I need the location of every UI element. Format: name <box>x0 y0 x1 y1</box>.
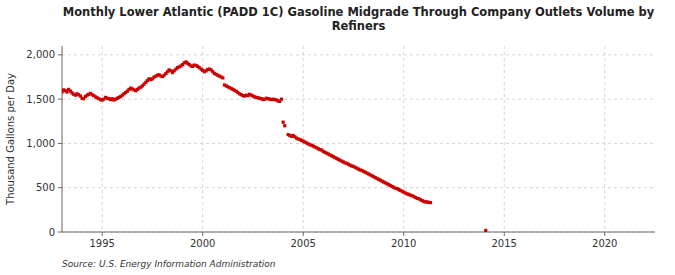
x-tick <box>202 232 203 236</box>
x-tick <box>403 232 404 236</box>
y-axis-line <box>62 46 63 232</box>
point <box>283 124 286 127</box>
x-tick-label: 2010 <box>391 238 416 249</box>
grid <box>62 46 655 232</box>
axes: 0 500 1,000 1,500 2,000 1995 2000 2005 2010 2015 2… <box>26 46 655 249</box>
y-grid-line <box>62 99 655 100</box>
x-grid-line <box>504 46 505 232</box>
x-tick-label: 2015 <box>492 238 517 249</box>
point <box>280 98 283 101</box>
y-axis-label: Thousand Gallons per Day <box>5 73 16 206</box>
y-grid-line <box>62 187 655 188</box>
point <box>484 229 487 232</box>
points <box>62 60 487 232</box>
y-tick <box>58 143 62 144</box>
y-tick-label: 0 <box>49 227 55 238</box>
point <box>282 121 285 124</box>
y-tick-label: 2,000 <box>26 49 55 60</box>
x-grid-line <box>102 46 103 232</box>
y-tick-label: 1,500 <box>26 94 55 105</box>
y-tick <box>58 187 62 188</box>
y-grid-line <box>62 232 655 233</box>
chart-title: Monthly Lower Atlantic (PADD 1C) Gasolin… <box>63 5 655 33</box>
y-tick <box>58 99 62 100</box>
y-tick-label: 1,000 <box>26 138 55 149</box>
x-tick <box>504 232 505 236</box>
chart-container: Monthly Lower Atlantic (PADD 1C) Gasolin… <box>0 0 675 275</box>
x-grid-line <box>403 46 404 232</box>
point <box>221 76 224 79</box>
y-tick <box>58 54 62 55</box>
chart-svg: Monthly Lower Atlantic (PADD 1C) Gasolin… <box>0 0 675 275</box>
x-axis-line <box>62 232 655 233</box>
x-tick <box>303 232 304 236</box>
x-tick-label: 2005 <box>290 238 315 249</box>
source-note: Source: U.S. Energy Information Administ… <box>62 259 276 269</box>
y-grid-line <box>62 143 655 144</box>
y-grid-line <box>62 54 655 55</box>
x-tick-label: 1995 <box>89 238 114 249</box>
x-tick-label: 2020 <box>592 238 617 249</box>
y-tick <box>58 232 62 233</box>
x-tick-label: 2000 <box>190 238 215 249</box>
x-grid-line <box>604 46 605 232</box>
y-tick-label: 500 <box>36 182 55 193</box>
x-tick <box>102 232 103 236</box>
x-grid-line <box>202 46 203 232</box>
x-tick <box>604 232 605 236</box>
point <box>429 201 432 204</box>
